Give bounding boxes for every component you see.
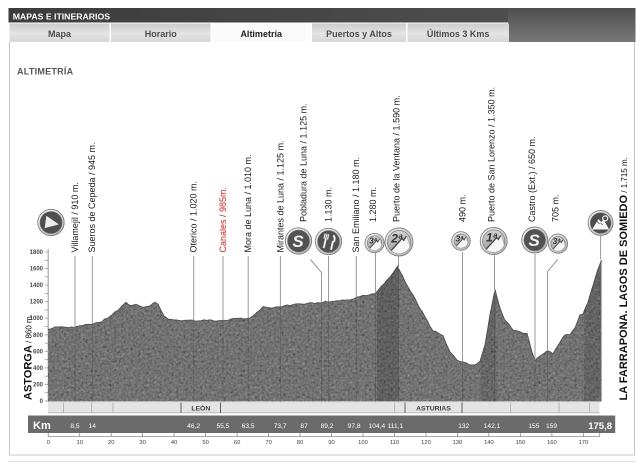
svg-text:150: 150 <box>516 440 526 446</box>
svg-text:89,2: 89,2 <box>321 423 334 430</box>
svg-text:Castro (Ext.) / 650 m.: Castro (Ext.) / 650 m. <box>527 136 537 222</box>
svg-text:20: 20 <box>108 440 114 446</box>
svg-text:200: 200 <box>33 382 44 388</box>
svg-text:87: 87 <box>300 423 308 430</box>
svg-text:490 m.: 490 m. <box>457 194 467 222</box>
svg-text:Pobladura de Luna / 1.125 m.: Pobladura de Luna / 1.125 m. <box>298 103 308 222</box>
svg-text:Canales / 985m.: Canales / 985m. <box>218 187 228 253</box>
svg-text:1.280 m.: 1.280 m. <box>368 187 378 222</box>
svg-text:600: 600 <box>33 349 44 355</box>
svg-text:Sueros de Cepeda / 945 m.: Sueros de Cepeda / 945 m. <box>87 142 97 252</box>
svg-text:ASTORGA / 860 m.: ASTORGA / 860 m. <box>23 314 35 400</box>
svg-text:0: 0 <box>47 440 50 446</box>
svg-text:Oterico / 1.020 m.: Oterico / 1.020 m. <box>189 181 199 253</box>
svg-text:14: 14 <box>89 423 97 430</box>
svg-text:63,5: 63,5 <box>242 423 255 430</box>
svg-text:Km: Km <box>33 420 51 432</box>
svg-text:120: 120 <box>421 440 431 446</box>
svg-text:175,8: 175,8 <box>588 421 612 432</box>
svg-text:1800: 1800 <box>30 250 44 256</box>
svg-text:110: 110 <box>390 440 399 446</box>
svg-text:1.130 m.: 1.130 m. <box>323 187 333 222</box>
svg-text:1ª: 1ª <box>486 231 498 245</box>
svg-text:Mapa: Mapa <box>48 29 72 39</box>
svg-text:90: 90 <box>328 440 334 446</box>
svg-text:130: 130 <box>453 440 463 446</box>
svg-text:400: 400 <box>33 366 44 372</box>
svg-text:LA FARRAPONA. LAGOS DE SOMIEDO: LA FARRAPONA. LAGOS DE SOMIEDO / 1.715 m… <box>618 157 630 400</box>
svg-text:132: 132 <box>458 423 469 430</box>
svg-text:3ª: 3ª <box>456 234 464 243</box>
svg-text:LEÓN: LEÓN <box>191 403 210 412</box>
svg-text:170: 170 <box>579 440 589 446</box>
svg-text:55,5: 55,5 <box>216 423 229 430</box>
svg-text:73,7: 73,7 <box>274 423 287 430</box>
svg-text:104,4: 104,4 <box>369 423 386 430</box>
svg-text:3ª: 3ª <box>369 236 377 245</box>
svg-text:Puerto de la Ventana / 1.590 m: Puerto de la Ventana / 1.590 m. <box>391 95 401 222</box>
svg-text:Puerto de San Lorenzo / 1.350: Puerto de San Lorenzo / 1.350 m. <box>486 87 496 222</box>
svg-text:Últimos 3 Kms: Últimos 3 Kms <box>427 28 490 39</box>
svg-text:97,8: 97,8 <box>348 423 361 430</box>
svg-text:50: 50 <box>202 440 208 446</box>
svg-text:111,1: 111,1 <box>388 423 404 430</box>
svg-text:70: 70 <box>265 440 271 446</box>
svg-text:0: 0 <box>40 399 44 405</box>
svg-text:1000: 1000 <box>30 316 44 322</box>
svg-text:1600: 1600 <box>30 267 44 273</box>
svg-text:Puertos y Altos: Puertos y Altos <box>326 29 392 39</box>
svg-text:S: S <box>529 231 541 250</box>
svg-text:160: 160 <box>547 440 557 446</box>
svg-text:159: 159 <box>546 423 557 430</box>
svg-text:46,2: 46,2 <box>187 423 200 430</box>
svg-text:Altimetría: Altimetría <box>240 29 283 39</box>
svg-text:Mirantes de Luna / 1.125 m.: Mirantes de Luna / 1.125 m. <box>275 140 285 252</box>
svg-text:ASTURIAS: ASTURIAS <box>416 405 451 412</box>
svg-text:10: 10 <box>76 440 82 446</box>
svg-text:2ª: 2ª <box>390 232 403 246</box>
svg-text:30: 30 <box>139 440 145 446</box>
svg-text:Villamejil / 910 m.: Villamejil / 910 m. <box>70 182 80 252</box>
svg-text:S: S <box>292 232 304 251</box>
svg-text:80: 80 <box>297 440 303 446</box>
svg-text:8,5: 8,5 <box>70 423 79 430</box>
svg-text:140: 140 <box>484 440 494 446</box>
svg-text:100: 100 <box>358 440 368 446</box>
svg-text:40: 40 <box>171 440 177 446</box>
svg-text:1200: 1200 <box>30 300 44 306</box>
svg-text:Mora de Luna / 1.010 m.: Mora de Luna / 1.010 m. <box>243 154 253 252</box>
svg-text:800: 800 <box>33 333 44 339</box>
svg-text:MAPAS E ITINERARIOS: MAPAS E ITINERARIOS <box>13 11 111 21</box>
svg-text:ALTIMETRÍA: ALTIMETRÍA <box>17 67 74 77</box>
svg-text:San Emiliano / 1.180 m.: San Emiliano / 1.180 m. <box>351 157 361 253</box>
svg-text:155: 155 <box>528 423 539 430</box>
svg-text:705 m.: 705 m. <box>550 194 560 222</box>
svg-text:60: 60 <box>234 440 240 446</box>
svg-text:1400: 1400 <box>30 283 44 289</box>
svg-text:Horario: Horario <box>145 29 178 39</box>
svg-text:142,1: 142,1 <box>484 423 501 430</box>
svg-text:3ª: 3ª <box>553 237 561 246</box>
